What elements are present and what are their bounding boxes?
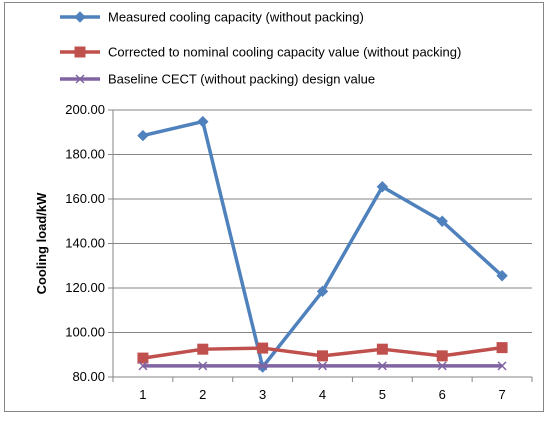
series-3 bbox=[138, 361, 507, 371]
legend-swatch-marker bbox=[74, 46, 86, 58]
series-1-point bbox=[316, 285, 329, 298]
y-tick-label: 120.00 bbox=[65, 280, 105, 295]
legend-swatch-marker bbox=[75, 74, 85, 84]
series-3-point bbox=[198, 361, 208, 371]
y-tick-label: 160.00 bbox=[65, 191, 105, 206]
series-2-point bbox=[317, 350, 328, 362]
series-3-point bbox=[437, 361, 447, 371]
series-3-point bbox=[138, 361, 148, 371]
series-2-point bbox=[376, 343, 388, 355]
series-3-point bbox=[377, 361, 387, 371]
series-1-point bbox=[197, 115, 209, 128]
legend-label: Baseline CECT (without packing) design v… bbox=[108, 72, 375, 87]
series-group bbox=[137, 115, 508, 373]
legend: Measured cooling capacity (without packi… bbox=[60, 10, 461, 87]
series-1-line bbox=[142, 119, 504, 369]
series-2 bbox=[137, 342, 508, 364]
legend-item: Measured cooling capacity (without packi… bbox=[60, 10, 364, 25]
y-tick-label: 180.00 bbox=[65, 147, 105, 162]
axes bbox=[108, 109, 533, 382]
series-3-point bbox=[317, 361, 328, 371]
x-tick-label: 5 bbox=[379, 387, 386, 402]
chart-frame bbox=[4, 2, 544, 412]
x-tick-label: 1 bbox=[139, 387, 146, 402]
legend-item: Corrected to nominal cooling capacity va… bbox=[60, 45, 461, 60]
series-2-point bbox=[257, 342, 269, 354]
y-axis-title: Cooling load/kW bbox=[34, 192, 49, 295]
legend-label: Corrected to nominal cooling capacity va… bbox=[108, 45, 461, 60]
series-2-point bbox=[197, 343, 209, 355]
series-1-point bbox=[436, 215, 448, 227]
x-tick-label: 2 bbox=[199, 387, 206, 402]
x-tick-labels: 1 2 3 4 5 6 7 bbox=[139, 387, 505, 402]
x-tick-label: 7 bbox=[498, 387, 505, 402]
series-1-point bbox=[496, 270, 508, 282]
series-2-point bbox=[137, 352, 149, 364]
gridlines bbox=[113, 109, 532, 333]
series-3-point bbox=[497, 361, 507, 371]
x-tick-label: 3 bbox=[259, 387, 266, 402]
series-2-point bbox=[496, 342, 508, 354]
x-tick-label: 4 bbox=[319, 387, 326, 402]
y-tick-labels: 80.00 100.00 120.00 140.00 160.00 180.00 200.0… bbox=[65, 102, 105, 384]
legend-label: Measured cooling capacity (without packi… bbox=[108, 10, 364, 25]
legend-swatch-marker bbox=[74, 11, 86, 23]
series-2-point bbox=[436, 350, 448, 362]
y-tick-label: 100.00 bbox=[65, 325, 105, 340]
series-1-point bbox=[137, 129, 149, 142]
y-tick-label: 80.00 bbox=[72, 369, 105, 384]
legend-item: Baseline CECT (without packing) design v… bbox=[60, 72, 375, 87]
y-tick-label: 200.00 bbox=[65, 102, 105, 117]
y-tick-label: 140.00 bbox=[65, 236, 105, 251]
series-3-point bbox=[258, 361, 268, 371]
series-1-point bbox=[376, 181, 389, 193]
x-tick-label: 6 bbox=[439, 387, 446, 402]
